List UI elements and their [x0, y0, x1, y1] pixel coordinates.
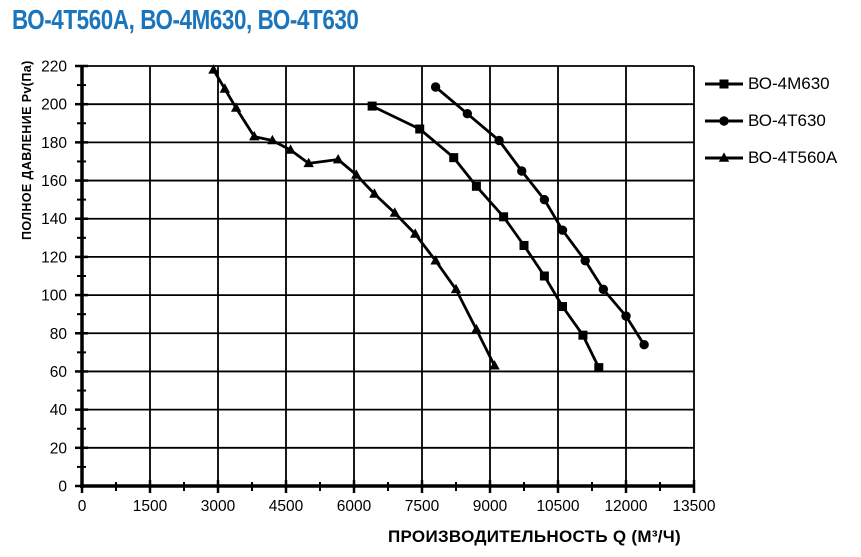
- page-title: ВО-4Т560А, ВО-4М630, ВО-4Т630: [12, 4, 359, 35]
- svg-text:9000: 9000: [473, 498, 508, 515]
- series-ВО-4Т630: [430, 82, 649, 350]
- svg-text:1500: 1500: [133, 498, 168, 515]
- legend-square-marker-icon: [705, 79, 743, 89]
- series-ВО-4М630: [367, 101, 604, 373]
- x-tick-labels: 0 1500 3000 4500 6000 7500 9000 10500 12000 13500: [78, 498, 716, 515]
- svg-text:180: 180: [41, 135, 67, 152]
- svg-text:13500: 13500: [672, 498, 715, 515]
- svg-text:60: 60: [50, 364, 68, 381]
- legend-item-vo-4t630: ВО-4Т630: [702, 111, 837, 130]
- svg-text:40: 40: [50, 402, 68, 419]
- axes: [80, 65, 695, 488]
- svg-text:140: 140: [41, 211, 67, 228]
- svg-text:6000: 6000: [337, 498, 372, 515]
- svg-text:4500: 4500: [269, 498, 304, 515]
- legend-label: ВО-4Т630: [748, 111, 826, 130]
- svg-text:200: 200: [41, 97, 67, 114]
- svg-text:0: 0: [58, 479, 67, 496]
- y-tick-labels: 0 20 40 60 80 100 120 140 160 180 200 220: [41, 59, 67, 496]
- y-axis-label: ПОЛНОЕ ДАВЛЕНИЕ Pv(Па): [20, 60, 34, 240]
- svg-text:10500: 10500: [536, 498, 579, 515]
- legend-circle-marker-icon: [705, 116, 743, 126]
- legend-item-vo-4m630: ВО-4М630: [702, 74, 837, 93]
- svg-text:0: 0: [78, 498, 87, 515]
- svg-text:220: 220: [41, 59, 67, 76]
- gridlines: [82, 65, 695, 486]
- svg-text:80: 80: [50, 326, 68, 343]
- svg-text:20: 20: [50, 440, 68, 457]
- legend-item-vo-4t560a: ВО-4Т560А: [702, 148, 838, 167]
- svg-text:7500: 7500: [405, 498, 440, 515]
- svg-text:3000: 3000: [201, 498, 236, 515]
- legend-label: ВО-4М630: [748, 74, 830, 93]
- legend: ВО-4М630 ВО-4Т630 ВО-4Т560А: [702, 74, 838, 167]
- svg-text:120: 120: [41, 249, 67, 266]
- svg-text:12000: 12000: [604, 498, 647, 515]
- series-ВО-4Т560А: [208, 64, 500, 370]
- legend-label: ВО-4Т560А: [748, 148, 838, 167]
- legend-triangle-marker-icon: [705, 152, 743, 162]
- x-axis-label: ПРОИЗВОДИТЕЛЬНОСТЬ Q (М³/Ч): [388, 527, 682, 546]
- svg-text:160: 160: [41, 173, 67, 190]
- svg-text:100: 100: [41, 288, 67, 305]
- axis-ticks: [75, 64, 696, 493]
